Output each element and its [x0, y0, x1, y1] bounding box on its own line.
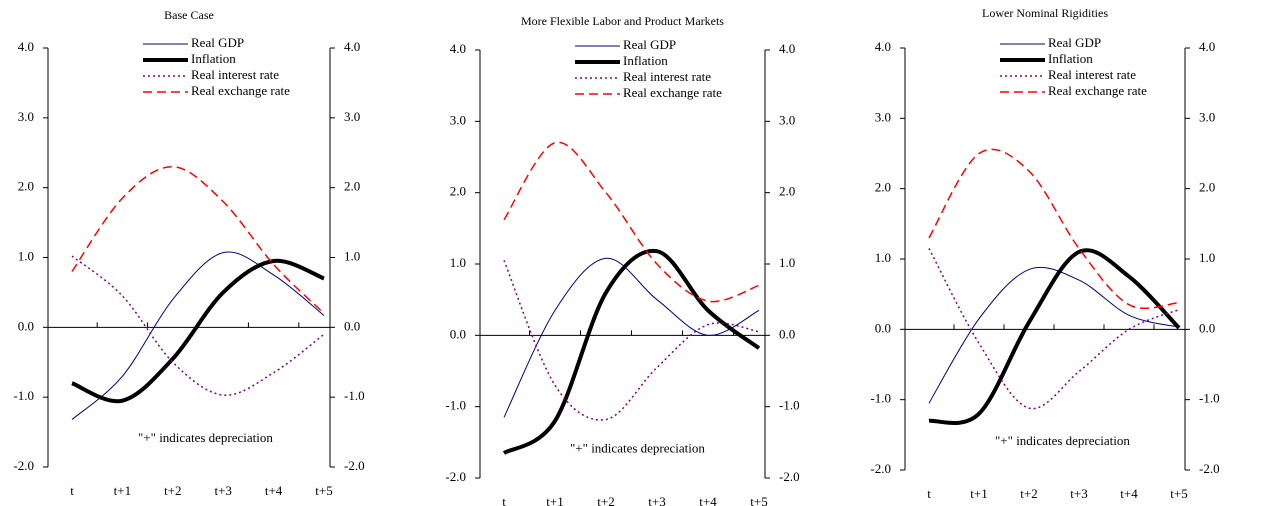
annotation: "+" indicates depreciation: [995, 433, 1130, 448]
y2-tick-label: -2.0: [344, 458, 365, 473]
y-tick-label: 1.0: [18, 248, 34, 263]
y-tick-label: 1.0: [875, 250, 891, 265]
y-tick-label: 1.0: [450, 255, 466, 270]
x-tick-label: t+4: [699, 494, 717, 506]
x-tick-label: t+4: [265, 483, 283, 498]
legend-label: Real GDP: [1048, 35, 1101, 50]
x-tick-label: t+2: [597, 494, 614, 506]
chart-title: Lower Nominal Rigidities: [982, 6, 1108, 20]
series-line: [71, 251, 325, 420]
y2-tick-label: -2.0: [779, 469, 800, 484]
legend-label: Inflation: [623, 53, 668, 68]
y-tick-label: 0.0: [875, 320, 891, 335]
legend-label: Real interest rate: [623, 69, 711, 84]
series-line: [503, 141, 760, 303]
y-tick-label: 4.0: [18, 39, 34, 54]
series-line: [71, 255, 325, 396]
y-tick-label: 3.0: [18, 109, 34, 124]
series-line: [503, 257, 760, 418]
series-line: [503, 260, 760, 421]
x-tick-label: t+1: [546, 494, 563, 506]
y-tick-label: 2.0: [18, 179, 34, 194]
y2-tick-label: 0.0: [779, 326, 795, 341]
y-tick-label: 3.0: [450, 112, 466, 127]
legend-label: Real interest rate: [1048, 67, 1136, 82]
series-line: [71, 165, 325, 314]
x-tick-label: t+5: [750, 494, 767, 506]
x-tick-label: t+5: [1170, 486, 1187, 501]
series-line: [928, 248, 1181, 425]
legend-label: Real GDP: [191, 35, 244, 50]
y2-tick-label: -1.0: [1199, 391, 1220, 406]
y-tick-label: -1.0: [870, 391, 891, 406]
y-tick-label: -1.0: [445, 398, 466, 413]
y-tick-label: 2.0: [450, 184, 466, 199]
y-tick-label: 3.0: [875, 109, 891, 124]
annotation: "+" indicates depreciation: [570, 440, 705, 455]
series-line: [928, 148, 1180, 309]
y2-tick-label: 4.0: [344, 39, 360, 54]
x-tick-label: t+1: [114, 483, 131, 498]
y-tick-label: 0.0: [18, 318, 34, 333]
chart-title: More Flexible Labor and Product Markets: [521, 14, 724, 28]
legend-label: Inflation: [191, 51, 236, 66]
x-tick-label: t+5: [315, 483, 332, 498]
y2-tick-label: -2.0: [1199, 461, 1220, 476]
y2-tick-label: 4.0: [779, 41, 795, 56]
y2-tick-label: 2.0: [779, 184, 795, 199]
y2-tick-label: -1.0: [779, 398, 800, 413]
series-line: [502, 248, 761, 455]
series-line: [71, 258, 325, 404]
annotation: "+" indicates depreciation: [138, 430, 273, 445]
legend-label: Real exchange rate: [623, 85, 722, 100]
y-tick-label: -2.0: [870, 461, 891, 476]
x-tick-label: t: [70, 483, 74, 498]
y2-tick-label: 3.0: [344, 109, 360, 124]
y-tick-label: 0.0: [450, 326, 466, 341]
x-tick-label: t+2: [164, 483, 181, 498]
x-tick-label: t: [502, 494, 506, 506]
y2-tick-label: 0.0: [1199, 320, 1215, 335]
y2-tick-label: -1.0: [344, 388, 365, 403]
legend-label: Real GDP: [623, 37, 676, 52]
y-tick-label: -2.0: [13, 458, 34, 473]
y-tick-label: -2.0: [445, 469, 466, 484]
x-tick-label: t+3: [1070, 486, 1087, 501]
y2-tick-label: 0.0: [344, 318, 360, 333]
y2-tick-label: 2.0: [1199, 180, 1215, 195]
chart-title: Base Case: [164, 8, 214, 22]
y2-tick-label: 1.0: [344, 248, 360, 263]
x-tick-label: t: [927, 486, 931, 501]
y2-tick-label: 3.0: [1199, 109, 1215, 124]
y2-tick-label: 1.0: [1199, 250, 1215, 265]
y-tick-label: 4.0: [875, 39, 891, 54]
y2-tick-label: 1.0: [779, 255, 795, 270]
x-tick-label: t+2: [1020, 486, 1037, 501]
x-tick-label: t+1: [970, 486, 987, 501]
x-tick-label: t+3: [214, 483, 231, 498]
x-tick-label: t+4: [1120, 486, 1138, 501]
y2-tick-label: 3.0: [779, 112, 795, 127]
legend-label: Real interest rate: [191, 67, 279, 82]
series-line: [928, 266, 1180, 404]
x-tick-label: t+3: [648, 494, 665, 506]
y2-tick-label: 4.0: [1199, 39, 1215, 54]
y-tick-label: 4.0: [450, 41, 466, 56]
y-tick-label: -1.0: [13, 388, 34, 403]
y2-tick-label: 2.0: [344, 179, 360, 194]
legend-label: Real exchange rate: [1048, 83, 1147, 98]
legend-label: Inflation: [1048, 51, 1093, 66]
y-tick-label: 2.0: [875, 180, 891, 195]
legend-label: Real exchange rate: [191, 83, 290, 98]
